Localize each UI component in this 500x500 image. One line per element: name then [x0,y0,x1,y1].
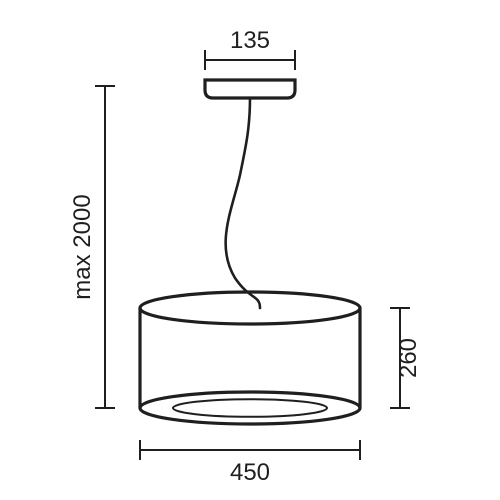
dim-bottom: 450 [140,440,360,486]
pendant-lamp-diagram: 135 max 2000 260 450 [0,0,500,500]
dim-top: 135 [205,27,295,70]
canopy [205,80,295,98]
dim-right: 260 [390,308,422,408]
dim-left-label: max 2000 [69,194,96,299]
dim-bottom-label: 450 [230,459,270,486]
lamp-shade [140,292,360,424]
dim-right-label: 260 [395,338,422,378]
dim-left: max 2000 [69,86,115,408]
dim-top-label: 135 [230,27,270,54]
cable [226,98,260,308]
